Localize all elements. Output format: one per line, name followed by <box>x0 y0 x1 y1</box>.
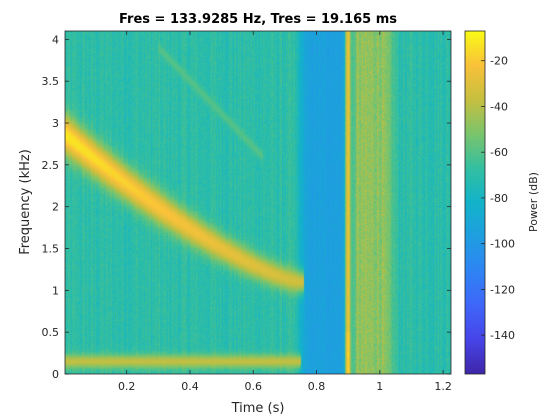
x-tick-label: 0.6 <box>245 380 263 393</box>
colorbar-axis: -140 -120 -100 -80 -60 -40 -20 <box>481 55 515 342</box>
colorbar-tick-label: -40 <box>490 100 508 113</box>
y-tick-label: 0.5 <box>42 326 60 339</box>
y-axis: 0 0.5 1 1.5 2 2.5 3 3.5 4 <box>42 33 451 381</box>
x-tick-label: 1 <box>376 380 383 393</box>
y-tick-label: 1 <box>52 284 59 297</box>
colorbar <box>464 30 486 375</box>
colorbar-tick-label: -100 <box>490 238 515 251</box>
y-axis-label: Frequency (kHz) <box>18 149 33 255</box>
plot-frame <box>64 30 452 375</box>
y-tick-label: 2 <box>52 201 59 214</box>
chart-title: Fres = 133.9285 Hz, Tres = 19.165 ms <box>119 12 397 27</box>
colorbar-tick-label: -20 <box>490 55 508 68</box>
y-tick-label: 3 <box>52 117 59 130</box>
x-axis: 0.2 0.4 0.6 0.8 1 1.2 <box>118 31 452 393</box>
y-tick-label: 1.5 <box>42 243 60 256</box>
x-tick-label: 0.4 <box>181 380 199 393</box>
x-axis-label: Time (s) <box>231 401 285 416</box>
colorbar-tick-label: -80 <box>490 192 508 205</box>
x-tick-label: 0.8 <box>308 380 326 393</box>
y-tick-label: 2.5 <box>42 159 60 172</box>
spectrogram-image <box>65 31 451 374</box>
colorbar-tick-label: -140 <box>490 329 515 342</box>
x-tick-label: 1.2 <box>434 380 452 393</box>
y-tick-label: 0 <box>52 368 59 381</box>
y-tick-label: 3.5 <box>42 75 60 88</box>
x-tick-label: 0.2 <box>118 380 136 393</box>
y-tick-label: 4 <box>52 33 59 46</box>
colorbar-tick-label: -60 <box>490 146 508 159</box>
colorbar-label: Power (dB) <box>527 172 540 232</box>
colorbar-tick-label: -120 <box>490 283 515 296</box>
